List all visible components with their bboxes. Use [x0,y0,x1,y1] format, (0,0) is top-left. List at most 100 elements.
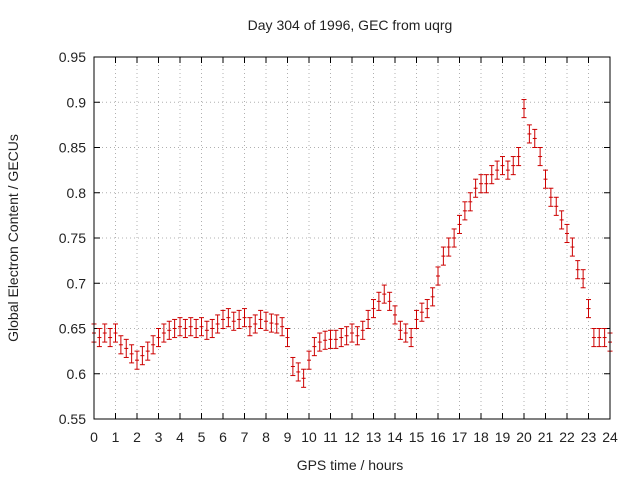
x-tick-label: 2 [133,429,141,445]
data-point [172,318,178,339]
x-tick-label: 11 [323,429,338,445]
x-tick-label: 23 [581,429,597,445]
data-point [338,328,344,348]
x-tick-label: 6 [219,429,227,445]
data-point [209,318,215,339]
data-point [548,187,554,207]
data-point [526,124,532,144]
y-tick-label: 0.65 [59,321,86,337]
x-tick-label: 21 [538,429,554,445]
data-point [317,332,323,352]
data-point [596,328,602,348]
data-point [435,266,441,286]
data-point [113,323,118,343]
data-point [462,201,468,221]
data-point [301,368,307,388]
grid-lines [94,57,610,419]
x-tick-label: 8 [262,429,270,445]
data-point [118,335,124,355]
y-ticks: 0.55 0.6 0.65 0.7 0.75 0.8 0.85 0.9 0.95 [59,49,610,427]
x-tick-label: 3 [155,429,163,445]
data-point [252,314,258,334]
data-point [602,328,608,348]
x-tick-label: 20 [516,429,532,445]
data-point [505,160,511,180]
data-point [204,320,210,340]
data-point [387,291,393,311]
data-series [91,99,613,388]
data-point [365,309,371,329]
x-tick-label: 16 [430,429,446,445]
data-point [247,317,253,337]
x-tick-label: 15 [409,429,425,445]
x-tick-label: 5 [198,429,206,445]
x-tick-label: 0 [90,429,98,445]
data-point [532,128,538,148]
data-point [166,320,172,340]
data-point [96,328,102,348]
data-point [290,356,296,377]
y-tick-label: 0.9 [67,94,87,110]
data-point [188,317,194,337]
x-tick-label: 19 [495,429,511,445]
x-tick-label: 24 [602,429,618,445]
data-point [258,309,264,329]
data-point [591,328,597,348]
data-point [478,174,484,194]
data-point [225,308,231,328]
data-point [145,341,151,361]
data-point [473,178,479,198]
y-tick-label: 0.75 [59,230,86,246]
data-point [483,174,489,194]
data-point [392,305,398,325]
x-tick-label: 12 [344,429,360,445]
x-ticks: 0 1 2 3 4 5 6 7 8 9 10 11 12 13 14 15 16 17 18 19 20 21 22 23 24 [90,57,618,445]
data-point [440,246,446,266]
y-axis-label: Global Electron Content / GECUs [5,134,21,342]
y-tick-label: 0.7 [67,275,87,291]
data-point [182,318,188,339]
plot-frame [93,56,611,420]
data-point [516,147,522,167]
data-point [467,192,473,212]
data-point [349,323,355,343]
data-point [193,318,199,339]
x-tick-label: 13 [366,429,382,445]
data-point [177,317,183,337]
data-point [360,320,366,340]
data-point [274,314,280,334]
data-point [123,338,129,358]
data-point [553,196,559,216]
data-point [236,309,242,329]
data-point [586,299,591,319]
y-tick-label: 0.55 [59,411,86,427]
x-tick-label: 18 [473,429,489,445]
x-tick-label: 1 [112,429,120,445]
data-point [403,323,409,343]
y-tick-label: 0.6 [67,366,87,382]
data-point [333,329,339,349]
data-point [408,328,414,348]
x-tick-label: 22 [559,429,575,445]
data-point [295,362,301,382]
data-point [414,309,419,329]
y-tick-label: 0.85 [59,140,86,156]
data-point [306,350,312,370]
data-point [150,335,156,355]
data-point [521,99,527,119]
x-tick-label: 14 [387,429,403,445]
data-point [559,210,565,230]
data-point [102,323,108,343]
data-point [424,299,430,319]
chart-title: Day 304 of 1996, GEC from uqrg [248,17,453,33]
data-point [156,328,161,348]
data-point [263,311,269,331]
x-tick-label: 4 [176,429,184,445]
data-point [322,330,328,350]
data-point [580,269,586,289]
data-point [268,313,274,333]
data-point [419,302,425,322]
data-point [575,260,581,280]
data-point [285,328,290,348]
